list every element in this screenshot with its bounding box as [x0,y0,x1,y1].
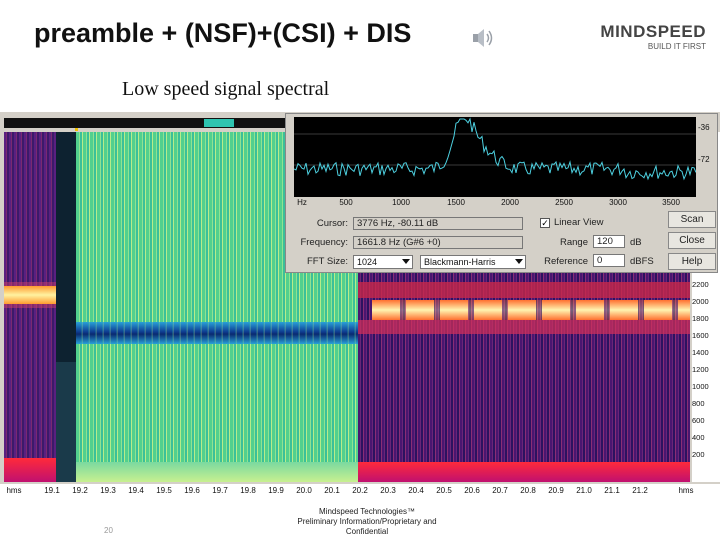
frequency-tick: 400 [692,433,705,442]
time-tick: 20.8 [520,486,536,495]
hz-tick: 2000 [501,198,519,207]
time-tick: 19.1 [44,486,60,495]
frequency-tick: 600 [692,416,705,425]
time-tick: 19.8 [240,486,256,495]
frequency-readout: 1661.8 Hz (G#6 +0) [353,236,523,249]
time-tick: 19.4 [128,486,144,495]
frequency-tick: 1800 [692,314,709,323]
time-tick: 20.5 [436,486,452,495]
time-tick: 19.6 [184,486,200,495]
timeline-selection[interactable] [204,119,234,127]
logo-wordmark: MINDSPEED [600,22,706,41]
timeline-bar[interactable] [4,118,286,128]
hz-tick: 1000 [392,198,410,207]
time-tick: 19.2 [72,486,88,495]
time-tick: 20.7 [492,486,508,495]
logo-tagline: BUILD IT FIRST [647,42,706,51]
window-function-select[interactable]: Blackmann-Harris [420,255,526,269]
hz-tick: 1500 [447,198,465,207]
chevron-down-icon [402,259,410,264]
hz-tick: 3000 [609,198,627,207]
time-tick: 20.9 [548,486,564,495]
time-axis: hms 19.1 19.2 19.3 19.4 19.5 19.6 19.7 19.8 19.9 2… [0,484,720,498]
time-tick: 20.0 [296,486,312,495]
time-tick: 21.1 [604,486,620,495]
reference-unit: dBFS [630,256,654,267]
range-label: Range [560,237,588,248]
spectrogram-segment-noise [4,132,56,482]
page-number: 20 [104,526,113,535]
time-tick: 20.2 [352,486,368,495]
speaker-icon[interactable] [470,26,496,50]
time-tick: 19.5 [156,486,172,495]
frequency-tick: 1400 [692,348,709,357]
frequency-tick: 2200 [692,280,709,289]
frequency-tick: 200 [692,450,705,459]
frequency-tick: 1600 [692,331,709,340]
time-tick: 21.0 [576,486,592,495]
chevron-down-icon [515,259,523,264]
close-button[interactable]: Close [668,232,716,249]
fft-analysis-window: -36 -72 Hz 500 1000 1500 2000 2500 3000 3500 Cu… [285,113,718,273]
fft-plot[interactable] [294,117,696,197]
hz-tick: 3500 [662,198,680,207]
frequency-tick: 1000 [692,382,709,391]
footer-text: Mindspeed Technologies™ Preliminary Info… [272,507,462,537]
help-button[interactable]: Help [668,253,716,270]
fft-trace [294,117,696,181]
hz-tick: 2500 [555,198,573,207]
linear-view-checkbox[interactable]: ✓ [540,218,550,228]
hz-tick: 500 [339,198,353,207]
time-tick: 20.3 [380,486,396,495]
time-tick: hms [678,486,694,495]
scan-button[interactable]: Scan [668,211,716,228]
slide-subtitle: Low speed signal spectral [122,78,330,100]
timeline-cursor [75,128,78,131]
frequency-tick: 800 [692,399,705,408]
cursor-readout: 3776 Hz, -80.11 dB [353,217,523,230]
time-tick: 20.6 [464,486,480,495]
frequency-tick: 1200 [692,365,709,374]
time-tick: hms [6,486,22,495]
range-input[interactable]: 120 [593,235,625,248]
linear-view-label: Linear View [554,217,604,228]
time-tick: 19.9 [268,486,284,495]
company-logo: MINDSPEED BUILD IT FIRST [586,22,706,51]
reference-label: Reference [544,256,588,267]
reference-input[interactable]: 0 [593,254,625,267]
fft-size-label: FFT Size: [307,256,348,267]
footer-line: Preliminary Information/Proprietary and [297,517,437,526]
time-tick: 19.7 [212,486,228,495]
footer-line: Mindspeed Technologies™ [319,507,415,516]
hz-tick: Hz [297,198,307,207]
time-tick: 19.3 [100,486,116,495]
time-tick: 20.1 [324,486,340,495]
fft-size-select[interactable]: 1024 [353,255,413,269]
db-tick: -72 [698,155,710,164]
range-unit: dB [630,237,642,248]
cursor-label: Cursor: [316,218,348,229]
fft-size-value: 1024 [357,257,378,267]
window-function-value: Blackmann-Harris [424,257,496,267]
frequency-tick: 2000 [692,297,709,306]
frequency-label: Frequency: [300,237,348,248]
footer-line: Confidential [345,527,389,536]
time-tick: 21.2 [632,486,648,495]
slide-title: preamble + (NSF)+(CSI) + DIS [34,18,412,48]
db-tick: -36 [698,123,710,132]
time-tick: 20.4 [408,486,424,495]
spectrogram-segment-silence [56,132,76,482]
